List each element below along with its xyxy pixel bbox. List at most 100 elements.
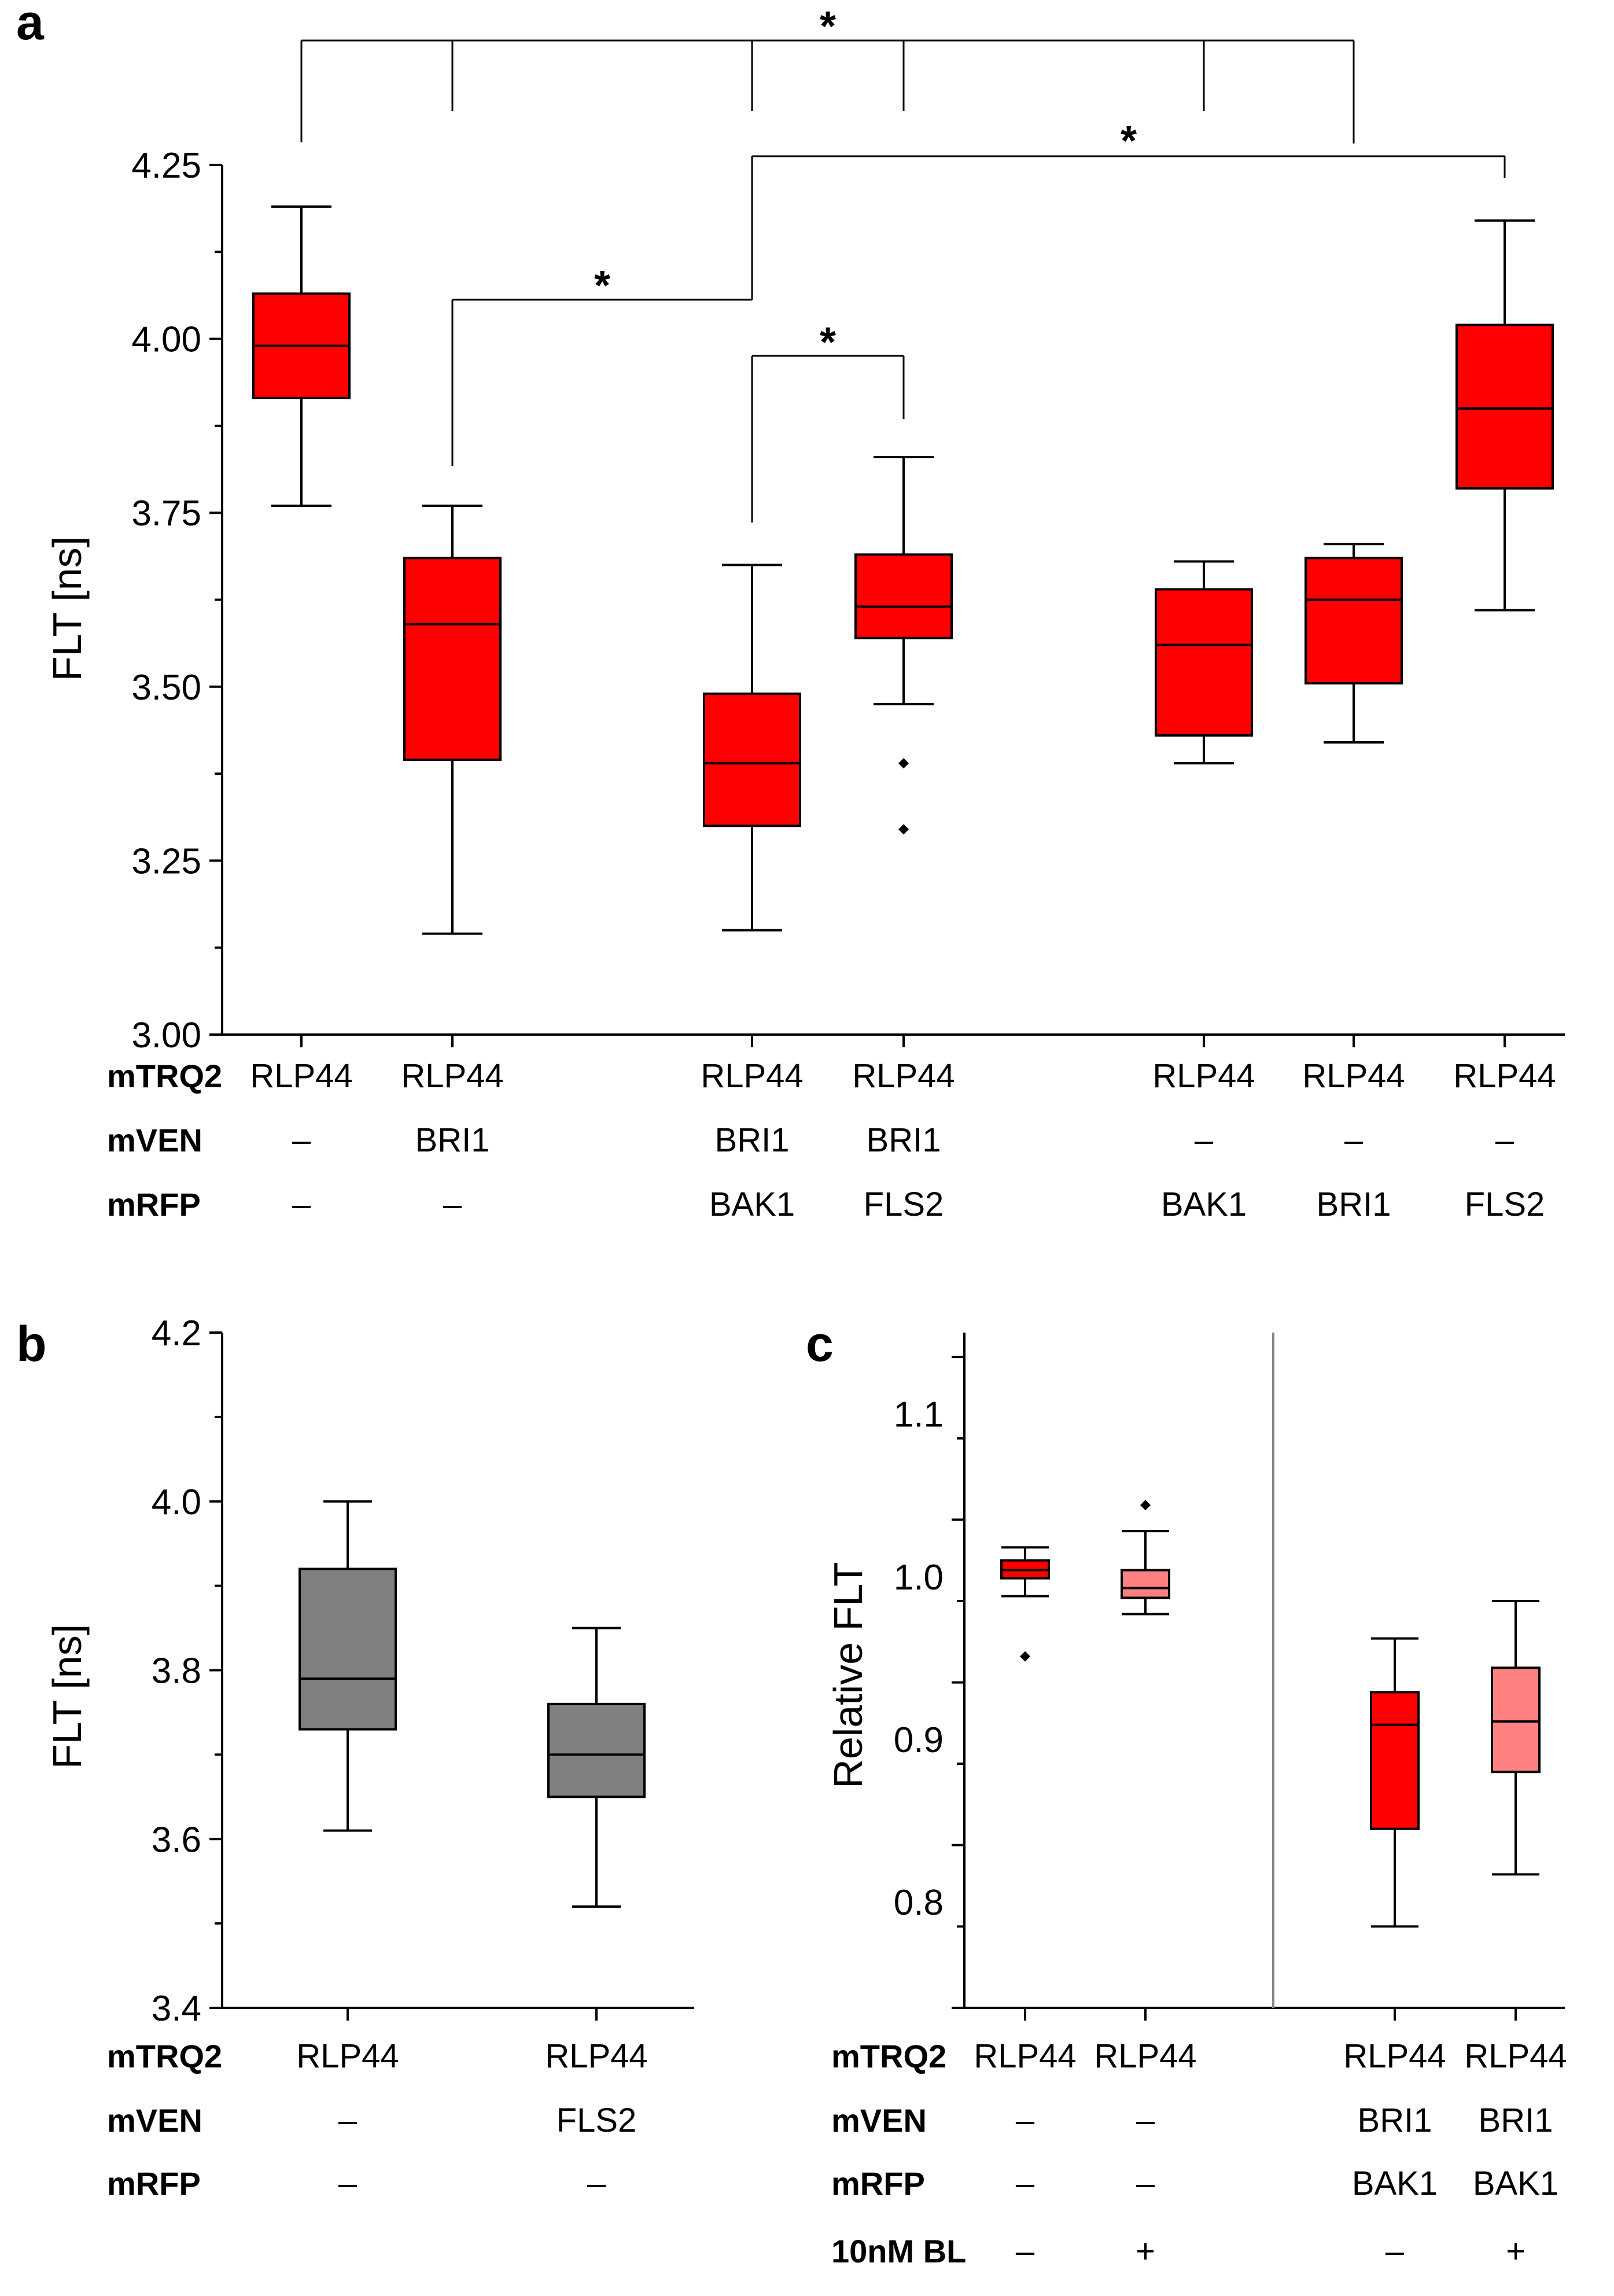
outlier-point [898,824,909,835]
condition-mtrq2: RLP44 [701,1057,803,1095]
box-2 [403,505,502,935]
box-1 [299,1500,397,1832]
row-label-mtrq2: mTRQ2 [831,2038,946,2074]
condition-bl: + [1506,2232,1525,2270]
y-tick-label: 3.6 [152,1820,201,1860]
condition-mrfp: – [443,1186,462,1223]
outlier-point [1020,1651,1030,1662]
row-label-mrfp: mRFP [831,2165,925,2202]
condition-mtrq2: RLP44 [401,1057,503,1095]
condition-mrfp: BAK1 [1161,1186,1247,1223]
outlier-point [1140,1500,1151,1511]
condition-mrfp: BRI1 [1317,1186,1391,1223]
box-2 [547,1627,646,1908]
condition-mven: BRI1 [1479,2102,1553,2139]
condition-mtrq2: RLP44 [1302,1057,1405,1095]
condition-mtrq2: RLP44 [974,2037,1076,2075]
box-iqr [1305,557,1403,685]
condition-mrfp: – [338,2165,358,2202]
box-4 [1491,1599,1541,1876]
panel-c-y-axis-label: Relative FLT [826,1562,871,1789]
y-tick-label: 4.25 [131,146,201,186]
y-tick-label: 1.1 [894,1395,944,1435]
panel-a-boxplot: a FLT [ns] 3.00 3.25 3.50 3.75 4.00 4.25 * * * *… [16,0,1565,1223]
condition-mven: – [1495,1121,1514,1159]
box-iqr [1491,1666,1541,1773]
box-iqr [1370,1691,1420,1830]
box-iqr [403,557,502,761]
condition-mven: – [338,2102,358,2139]
condition-mtrq2: RLP44 [296,2037,399,2075]
condition-mtrq2: RLP44 [852,1057,955,1095]
y-tick-label: 0.8 [894,1883,944,1923]
y-tick-label: 4.00 [131,320,201,360]
box-1 [252,205,351,507]
panel-b-boxplot: b FLT [ns] 3.4 3.6 3.8 4.0 4.2 mTRQ2 RLP44 RLP… [16,1313,694,2202]
y-tick-label: 4.0 [152,1482,201,1522]
condition-mven: BRI1 [867,1121,941,1159]
condition-mven: FLS2 [557,2102,637,2139]
box-iqr [1155,588,1253,737]
box-7 [1455,219,1554,612]
box-iqr [703,692,801,827]
condition-mtrq2: RLP44 [1152,1057,1255,1095]
condition-mrfp: BAK1 [1473,2165,1558,2202]
condition-mven: – [1016,2102,1035,2139]
condition-mven: – [1136,2102,1155,2139]
condition-mven: BRI1 [1358,2102,1432,2139]
condition-mrfp: BAK1 [709,1186,795,1223]
row-label-mven: mVEN [831,2102,927,2139]
box-3 [1370,1637,1420,1928]
significance-star: * [594,263,610,309]
condition-mtrq2: RLP44 [1464,2037,1567,2075]
row-label-bl: 10nM BL [831,2233,966,2269]
significance-star: * [1121,118,1137,164]
box-iqr [1455,323,1554,490]
condition-mtrq2: RLP44 [1343,2037,1446,2075]
panel-c-boxplot: c Relative FLT 0.8 0.9 1.0 1.1 mTRQ2 RLP44 RL… [806,1316,1567,2270]
box-iqr [547,1702,646,1798]
condition-mtrq2: RLP44 [1094,2037,1196,2075]
box-6 [1305,543,1403,744]
condition-mrfp: – [1016,2165,1035,2202]
significance-star: * [820,3,836,50]
box-iqr [299,1568,397,1731]
row-label-mtrq2: mTRQ2 [107,1058,222,1094]
y-tick-label: 4.2 [152,1313,201,1353]
condition-mtrq2: RLP44 [545,2037,647,2075]
box-4 [854,456,953,835]
row-label-mtrq2: mTRQ2 [107,2038,222,2074]
condition-mven: BRI1 [715,1121,790,1159]
box-3 [703,564,801,932]
condition-mven: – [1344,1121,1364,1159]
row-label-mven: mVEN [107,1122,202,1158]
condition-mrfp: FLS2 [864,1186,944,1223]
y-tick-label: 3.00 [131,1015,201,1055]
y-tick-label: 1.0 [894,1558,944,1598]
condition-mtrq2: RLP44 [1453,1057,1556,1095]
outlier-point [898,758,909,769]
y-tick-label: 3.25 [131,841,201,881]
panel-a-letter: a [16,0,45,50]
row-label-mrfp: mRFP [107,1186,201,1223]
condition-mven: – [1195,1121,1214,1159]
box-5 [1155,560,1253,765]
condition-mven: BRI1 [415,1121,490,1159]
condition-mrfp: FLS2 [1465,1186,1545,1223]
y-tick-label: 3.75 [131,494,201,533]
condition-mrfp: BAK1 [1352,2165,1438,2202]
condition-mrfp: – [587,2165,606,2202]
y-tick-label: 0.9 [894,1720,944,1760]
condition-bl: – [1016,2232,1035,2270]
panel-a-y-axis-label: FLT [ns] [45,536,90,681]
box-iqr [1121,1569,1170,1599]
condition-mtrq2: RLP44 [250,1057,352,1095]
condition-mrfp: – [292,1186,311,1223]
y-tick-label: 3.4 [152,1989,201,2029]
condition-mrfp: – [1136,2165,1155,2202]
row-label-mrfp: mRFP [107,2165,201,2202]
y-tick-label: 3.50 [131,668,201,708]
box-2 [1121,1500,1170,1616]
significance-star: * [820,319,836,366]
panel-b-y-axis-label: FLT [ns] [45,1624,90,1769]
